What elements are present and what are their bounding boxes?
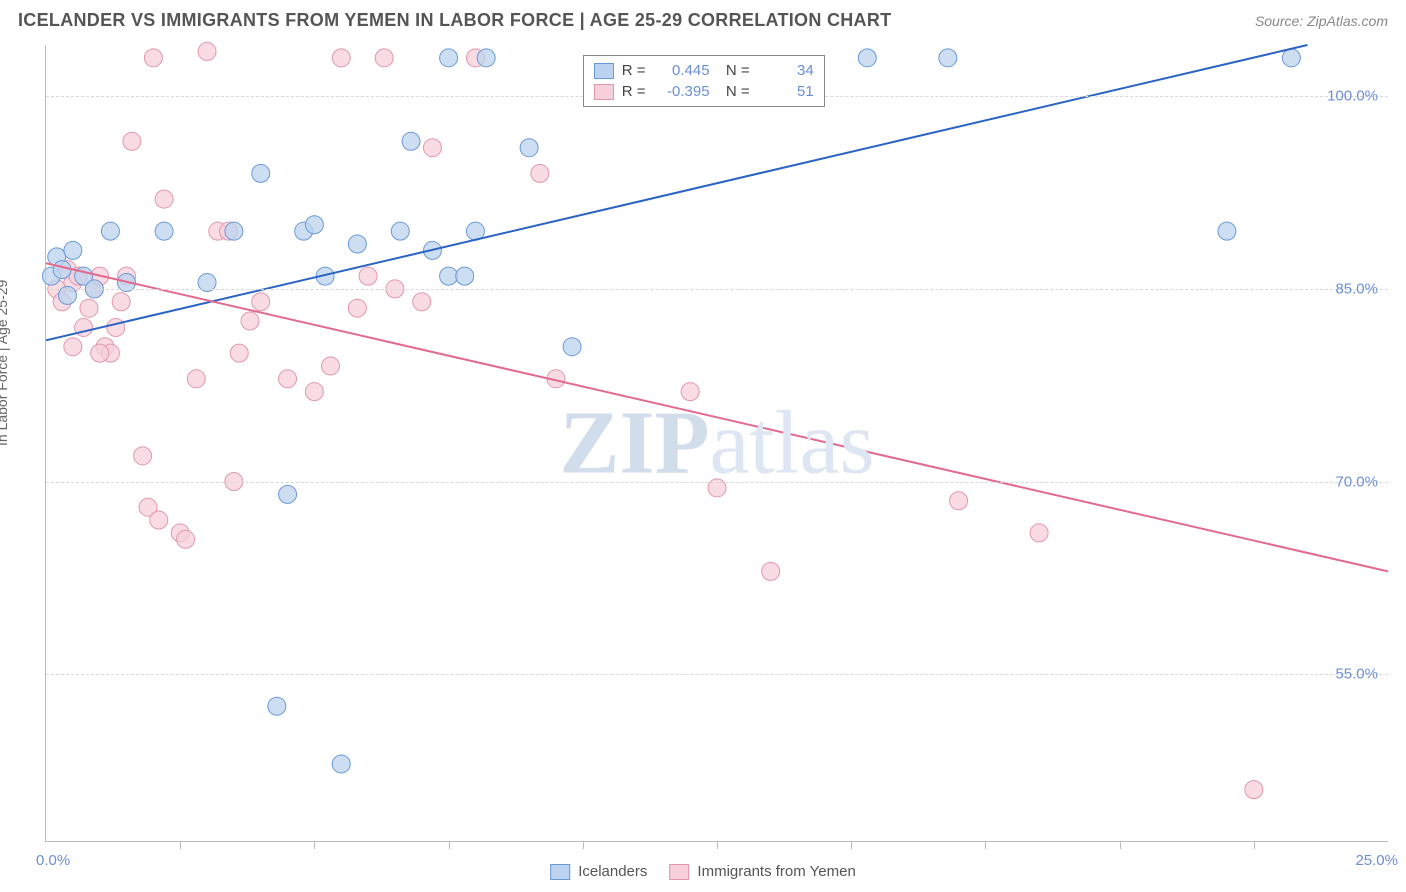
data-point (440, 49, 458, 67)
series-legend: Icelanders Immigrants from Yemen (550, 863, 856, 880)
blue-swatch (550, 864, 570, 880)
data-point (440, 267, 458, 285)
data-point (391, 222, 409, 240)
y-tick-label: 55.0% (1335, 666, 1378, 683)
data-point (279, 485, 297, 503)
data-point (322, 357, 340, 375)
data-point (1245, 781, 1263, 799)
data-point (413, 293, 431, 311)
data-point (64, 241, 82, 259)
data-point (53, 261, 71, 279)
trend-line (46, 263, 1388, 571)
data-point (762, 562, 780, 580)
data-point (187, 370, 205, 388)
data-point (144, 49, 162, 67)
data-point (107, 318, 125, 336)
data-point (155, 222, 173, 240)
data-point (1218, 222, 1236, 240)
data-point (225, 222, 243, 240)
data-point (423, 139, 441, 157)
data-point (1030, 524, 1048, 542)
data-point (456, 267, 474, 285)
data-point (241, 312, 259, 330)
data-point (80, 299, 98, 317)
data-point (939, 49, 957, 67)
data-point (252, 164, 270, 182)
data-point (681, 383, 699, 401)
source-attribution: Source: ZipAtlas.com (1255, 13, 1388, 29)
data-point (348, 235, 366, 253)
pink-r-value: -0.395 (654, 83, 710, 100)
y-axis-label: In Labor Force | Age 25-29 (0, 280, 10, 446)
x-max-label: 25.0% (1355, 852, 1398, 869)
x-min-label: 0.0% (36, 852, 70, 869)
data-point (279, 370, 297, 388)
data-point (332, 49, 350, 67)
data-point (531, 164, 549, 182)
page-title: ICELANDER VS IMMIGRANTS FROM YEMEN IN LA… (18, 10, 891, 31)
blue-series-label: Icelanders (578, 863, 647, 880)
n-label: N = (718, 83, 750, 100)
data-point (858, 49, 876, 67)
data-point (477, 49, 495, 67)
data-point (375, 49, 393, 67)
pink-swatch (669, 864, 689, 880)
data-point (305, 216, 323, 234)
data-point (198, 42, 216, 60)
pink-swatch (594, 84, 614, 100)
blue-r-value: 0.445 (654, 62, 710, 79)
data-point (563, 338, 581, 356)
data-point (150, 511, 168, 529)
plot-svg (46, 45, 1388, 841)
blue-n-value: 34 (758, 62, 814, 79)
y-tick-label: 100.0% (1327, 88, 1378, 105)
pink-n-value: 51 (758, 83, 814, 100)
scatter-chart: ZIPatlas R = 0.445 N = 34 R = -0.395 N =… (45, 45, 1388, 842)
n-label: N = (718, 62, 750, 79)
data-point (359, 267, 377, 285)
data-point (101, 222, 119, 240)
r-label: R = (622, 83, 646, 100)
data-point (332, 755, 350, 773)
data-point (177, 530, 195, 548)
data-point (155, 190, 173, 208)
data-point (268, 697, 286, 715)
data-point (123, 132, 141, 150)
r-label: R = (622, 62, 646, 79)
correlation-legend: R = 0.445 N = 34 R = -0.395 N = 51 (583, 55, 825, 107)
data-point (112, 293, 130, 311)
data-point (134, 447, 152, 465)
y-tick-label: 70.0% (1335, 473, 1378, 490)
y-tick-label: 85.0% (1335, 280, 1378, 297)
data-point (230, 344, 248, 362)
data-point (64, 338, 82, 356)
data-point (348, 299, 366, 317)
data-point (520, 139, 538, 157)
data-point (1282, 49, 1300, 67)
blue-swatch (594, 63, 614, 79)
data-point (91, 344, 109, 362)
data-point (305, 383, 323, 401)
data-point (252, 293, 270, 311)
data-point (402, 132, 420, 150)
pink-series-label: Immigrants from Yemen (697, 863, 855, 880)
data-point (950, 492, 968, 510)
